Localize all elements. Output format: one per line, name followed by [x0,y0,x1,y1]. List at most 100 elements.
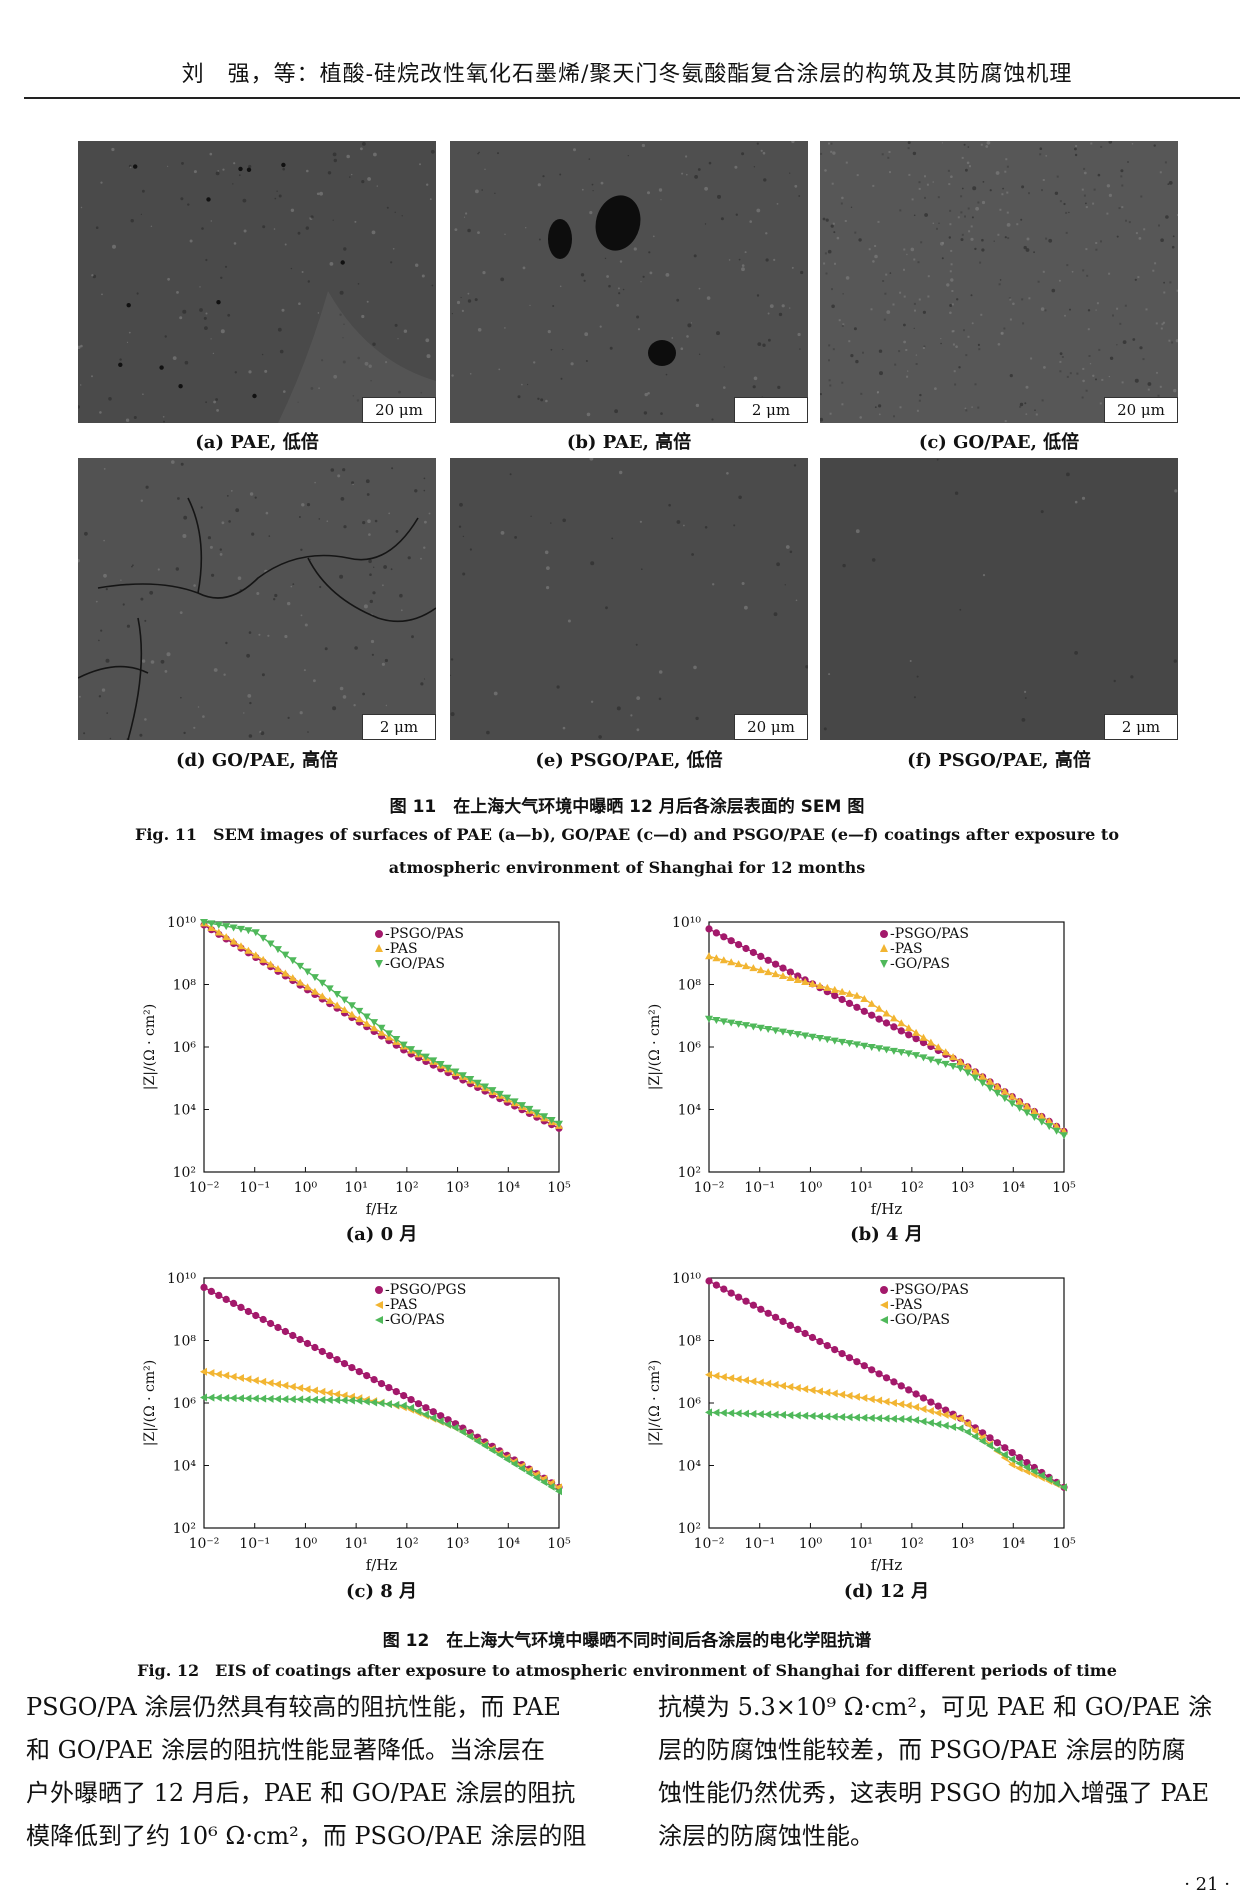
y-tick-label: 10¹⁰ [672,1271,701,1287]
data-point [779,964,787,972]
data-point [756,966,765,974]
data-point [860,1042,869,1050]
data-point [466,1075,475,1083]
x-tick-label: 10¹ [849,1536,872,1552]
data-point [214,1393,222,1402]
x-tick-label: 10⁵ [547,1536,571,1552]
data-point [273,946,282,954]
y-tick-label: 10¹⁰ [167,1271,196,1287]
data-point [237,1303,245,1311]
legend-marker [375,1286,383,1294]
data-point [875,1015,883,1023]
data-point [867,1395,875,1404]
data-point [853,1358,861,1366]
fig11-caption-en-line2: atmospheric environment of Shanghai for … [388,858,866,877]
eis-chart-d: 10⁻² 10⁻¹ 10⁰ 10¹ 10² 10³ 10⁴ 10⁵ 10² 10⁴ 10⁶ 10⁸ 10… [647,1271,1076,1574]
data-point [273,965,282,973]
data-point [555,1487,562,1496]
y-tick-label: 10⁸ [678,978,702,994]
data-point [808,1386,816,1395]
data-point [244,1394,252,1403]
y-tick-label: 10⁸ [678,1334,702,1350]
data-point [993,1439,1001,1447]
data-point [244,1375,252,1384]
data-point [318,992,327,1000]
data-point [904,1050,913,1058]
data-point [860,1362,868,1370]
data-point [778,972,787,980]
data-point [830,985,839,993]
sem-image-f: 2 μm [820,458,1178,740]
data-point [362,1013,371,1021]
data-point [362,1019,371,1027]
data-point [890,1378,898,1386]
legend-label: -PAS [385,941,418,957]
data-point [934,1402,942,1410]
data-point [771,1410,779,1419]
data-point [437,1412,445,1420]
data-point [868,1366,876,1374]
data-point [815,1035,824,1043]
legend-label: -PSGO/PGS [385,1282,466,1298]
data-point [778,1410,786,1419]
data-point [838,987,847,995]
x-axis-label: f/Hz [871,1200,903,1218]
data-point [296,1395,304,1404]
data-point [229,1372,237,1381]
y-tick-label: 10⁸ [173,978,197,994]
body-line: 和 GO/PAE 涂层的阻抗性能显著降低。当涂层在 [26,1736,545,1764]
data-point [274,1323,282,1332]
data-point [1052,1127,1061,1135]
data-point [1015,1459,1023,1468]
x-tick-label: 10⁻¹ [239,1180,270,1196]
data-point [786,1321,794,1329]
data-point [229,1394,237,1403]
data-point [852,1392,860,1401]
data-point [801,977,810,985]
data-point [1023,1463,1031,1472]
body-line: 模降低到了约 10⁶ Ω·cm²，而 PSGO/PAE 涂层的阻 [26,1822,587,1850]
data-point [340,1396,348,1405]
legend-label: -PAS [890,941,923,957]
data-point [757,952,765,960]
data-point [845,999,854,1007]
data-point [978,1072,987,1080]
data-point [488,1087,497,1095]
data-point [845,1413,853,1422]
data-point [904,1024,913,1032]
data-point [794,1325,802,1333]
data-point [830,1412,838,1421]
sem-image-b: 2 μm [450,141,808,423]
data-point [764,1379,772,1388]
data-point [547,1117,556,1125]
data-point [429,1057,438,1065]
data-point [340,996,349,1004]
data-point [793,1411,801,1420]
data-point [384,1030,393,1038]
data-point [963,1062,972,1070]
data-point [481,1083,490,1091]
data-point [986,1084,995,1092]
data-point [719,1018,728,1026]
data-point [786,968,794,976]
data-point [347,1002,356,1010]
data-point [705,1370,712,1379]
data-point [259,934,268,942]
data-point [875,1396,883,1405]
y-tick-label: 10² [678,1521,701,1537]
data-point [466,1432,474,1441]
data-point [296,1384,304,1393]
data-point [823,1036,832,1044]
data-point [734,1020,743,1028]
data-point [720,1285,728,1293]
data-point [200,1367,207,1376]
data-point [779,1317,787,1325]
data-point [926,1418,934,1427]
data-point [222,1371,230,1380]
data-point [1008,1092,1017,1100]
data-point [741,962,750,970]
series-line [708,1374,1065,1488]
data-point [1030,1107,1039,1115]
data-point [963,1069,972,1077]
data-point [889,1047,898,1055]
